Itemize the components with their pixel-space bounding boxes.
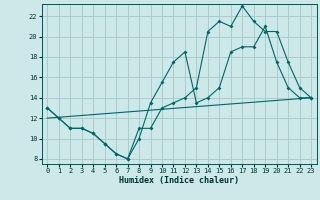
X-axis label: Humidex (Indice chaleur): Humidex (Indice chaleur) bbox=[119, 176, 239, 185]
